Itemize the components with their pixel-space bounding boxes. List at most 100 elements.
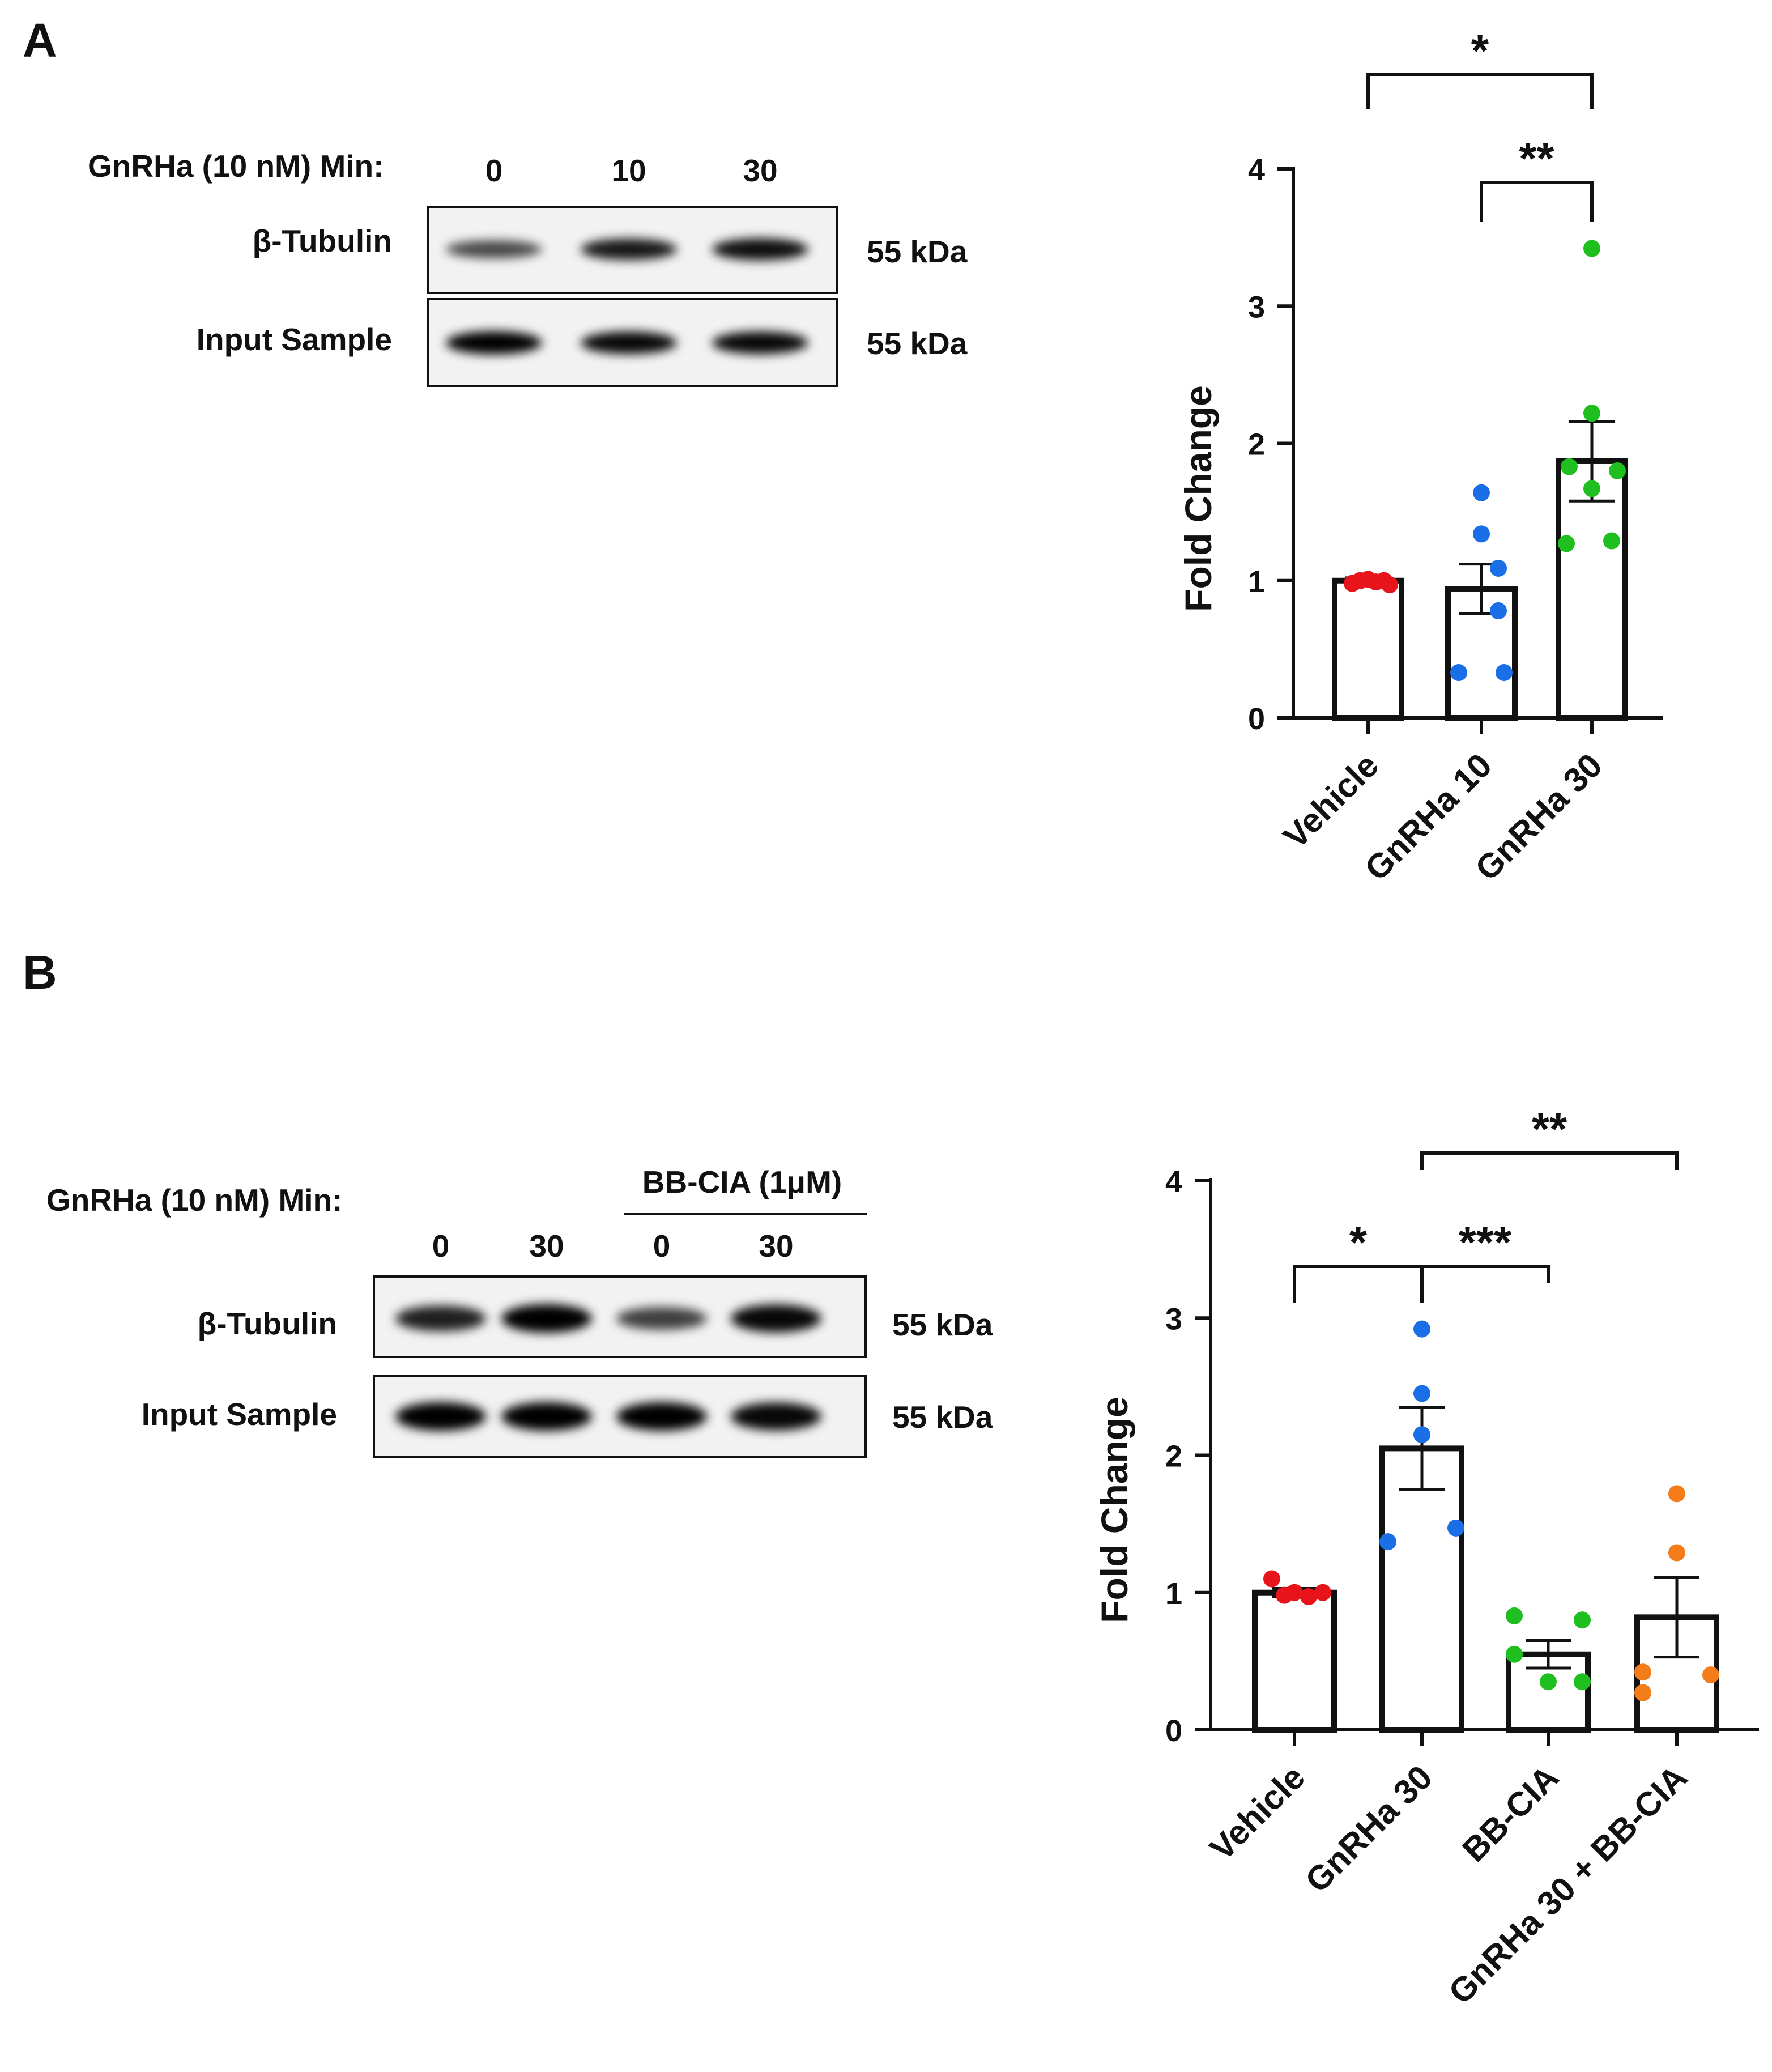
significance-bracket xyxy=(1420,1151,1679,1170)
data-point xyxy=(1561,458,1578,475)
data-point xyxy=(1473,484,1490,501)
blot-band xyxy=(501,1402,592,1431)
data-point xyxy=(1583,240,1600,257)
data-point xyxy=(1413,1385,1430,1402)
panel-a-letter: A xyxy=(23,14,57,67)
data-point xyxy=(1381,576,1398,594)
blot-band xyxy=(395,1305,486,1331)
data-point xyxy=(1540,1673,1557,1691)
data-point xyxy=(1634,1684,1651,1701)
panel-a-row-label: β-Tubulin xyxy=(253,223,392,258)
y-axis-label: Fold Change xyxy=(1177,385,1219,612)
panel-a-lane-label: 10 xyxy=(611,153,646,188)
y-tick-label: 4 xyxy=(1165,1165,1182,1199)
data-point xyxy=(1506,1645,1523,1663)
data-point xyxy=(1506,1607,1523,1624)
y-tick-label: 1 xyxy=(1248,565,1265,599)
panel-b-row-size: 55 kDa xyxy=(892,1307,993,1342)
significance-label: * xyxy=(1471,25,1489,76)
data-point xyxy=(1447,1519,1464,1537)
data-point xyxy=(1583,405,1600,422)
data-point xyxy=(1300,1588,1317,1606)
data-point xyxy=(1558,535,1575,552)
panel-b-blot: GnRHa (10 nM) Min: BB-CIA (1μM) 0 30 0 3… xyxy=(46,1164,993,1458)
panel-b-row-size: 55 kDa xyxy=(892,1399,993,1435)
y-tick-label: 4 xyxy=(1248,153,1265,187)
panel-b-lane-label: 0 xyxy=(432,1228,450,1263)
panel-a-bands xyxy=(446,331,808,355)
panel-b-lane-label: 30 xyxy=(759,1228,793,1263)
data-point xyxy=(1634,1663,1651,1681)
panel-a-row-size: 55 kDa xyxy=(867,234,968,269)
panel-b-row-label: Input Sample xyxy=(142,1397,337,1432)
data-point xyxy=(1450,664,1467,682)
panel-b-treatment-label: GnRHa (10 nM) Min: xyxy=(46,1182,342,1218)
data-point xyxy=(1314,1584,1331,1601)
data-point xyxy=(1413,1426,1430,1444)
data-point xyxy=(1473,525,1490,543)
y-tick-label: 0 xyxy=(1248,702,1265,736)
data-point xyxy=(1574,1611,1591,1629)
blot-band xyxy=(712,331,808,354)
data-point xyxy=(1574,1673,1591,1691)
data-point xyxy=(1609,462,1626,479)
data-point xyxy=(1490,602,1507,620)
blot-band xyxy=(395,1402,486,1431)
panel-b-bands xyxy=(395,1402,821,1431)
bar xyxy=(1332,577,1404,721)
blot-band xyxy=(446,331,542,355)
panel-b-group-label: BB-CIA (1μM) xyxy=(642,1164,842,1199)
data-point xyxy=(1668,1485,1685,1503)
panel-a-row-size: 55 kDa xyxy=(867,326,968,361)
data-point xyxy=(1379,1533,1396,1551)
y-tick-label: 3 xyxy=(1165,1302,1182,1336)
blot-band xyxy=(616,1307,707,1330)
panel-b-lane-label: 0 xyxy=(653,1228,671,1263)
blot-band xyxy=(501,1304,592,1333)
blot-band xyxy=(581,331,677,354)
y-axis-label: Fold Change xyxy=(1093,1397,1135,1623)
blot-band xyxy=(616,1402,707,1431)
data-point xyxy=(1286,1584,1303,1601)
significance-bracket xyxy=(1366,73,1594,109)
x-tick-label: GnRHa 30 + BB-CIA xyxy=(1441,1758,1694,2011)
bar xyxy=(1252,1589,1337,1733)
significance-label: *** xyxy=(1459,1217,1512,1267)
blot-band xyxy=(581,239,677,260)
data-point xyxy=(1583,480,1600,497)
y-tick-label: 3 xyxy=(1248,290,1265,324)
blot-band xyxy=(712,238,808,261)
panel-b-bands xyxy=(395,1304,821,1333)
data-point xyxy=(1496,664,1513,682)
panel-a-bands xyxy=(446,238,808,261)
y-tick-label: 1 xyxy=(1165,1577,1182,1611)
y-tick-label: 2 xyxy=(1248,428,1265,462)
data-point xyxy=(1263,1570,1280,1588)
x-tick-label: GnRHa 30 xyxy=(1298,1758,1439,1900)
data-point xyxy=(1413,1320,1430,1338)
blot-band xyxy=(446,240,542,258)
data-point xyxy=(1702,1666,1719,1684)
panel-a-blot: GnRHa (10 nM) Min: 0 10 30 β-Tubulin 55 … xyxy=(88,148,968,387)
panel-b-letter: B xyxy=(23,946,57,999)
significance-label: ** xyxy=(1532,1104,1567,1154)
y-tick-label: 0 xyxy=(1165,1714,1182,1748)
data-point xyxy=(1603,532,1620,550)
panel-b-row-label: β-Tubulin xyxy=(198,1306,337,1341)
panel-a-lane-label: 0 xyxy=(485,153,503,188)
significance-bracket xyxy=(1420,1265,1550,1283)
blot-band xyxy=(731,1402,821,1431)
significance-label: * xyxy=(1349,1217,1368,1267)
data-point xyxy=(1490,559,1507,577)
data-point xyxy=(1668,1544,1685,1562)
x-tick-label: BB-CIA xyxy=(1455,1758,1566,1869)
significance-bracket xyxy=(1293,1265,1424,1303)
blot-band xyxy=(731,1304,821,1333)
panel-b-lane-label: 30 xyxy=(529,1228,564,1263)
panel-a-lane-label: 30 xyxy=(743,153,777,188)
bar xyxy=(1556,458,1628,721)
panel-a-row-label: Input Sample xyxy=(197,322,392,357)
